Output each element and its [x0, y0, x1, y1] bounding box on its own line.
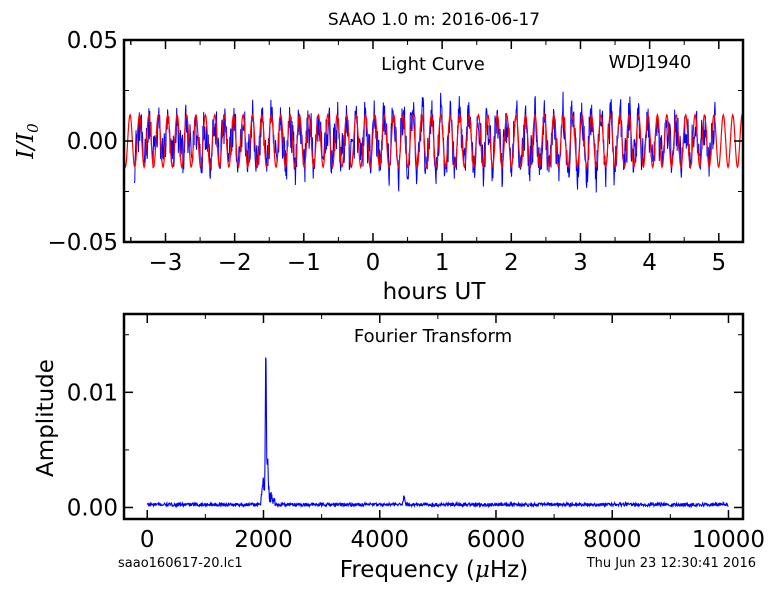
- fourier-transform-frame: [122, 312, 745, 521]
- light-curve-panel: −3 −2 −1 0 1 2 3 4 5 −0.05 0.00 0.05 Light Curve WD…: [13, 28, 745, 305]
- light-curve-frame: [122, 38, 745, 244]
- light-curve-xtick-label: 1: [435, 250, 450, 276]
- light-curve-ytick-label: −0.05: [48, 230, 118, 256]
- light-curve-xtick-label: 5: [711, 250, 726, 276]
- light-curve-xtick-label: 4: [642, 250, 657, 276]
- light-curve-xtick-label: −2: [218, 250, 252, 276]
- light-curve-ticks: −3 −2 −1 0 1 2 3 4 5 −0.05 0.00 0.05: [48, 28, 743, 276]
- light-curve-ylabel: I/I0: [13, 123, 42, 160]
- svg-text:I/I0: I/I0: [13, 123, 42, 160]
- fourier-transform-xlabel: Frequency (μHz): [340, 557, 528, 583]
- footer-timestamp: Thu Jun 23 12:30:41 2016: [586, 556, 756, 571]
- fourier-transform-plot-area: [146, 357, 729, 509]
- fourier-transform-xtick-label: 10000: [692, 527, 765, 553]
- fourier-transform-xtick-label: 0: [140, 527, 155, 553]
- light-curve-ytick-label: 0.05: [67, 28, 118, 54]
- light-curve-xtick-label: −3: [149, 250, 183, 276]
- ylabel-base: I: [13, 149, 39, 160]
- fourier-transform-ytick-label: 0.01: [67, 380, 118, 406]
- light-curve-label: Light Curve: [381, 54, 485, 75]
- light-curve-model-series: [123, 112, 744, 170]
- xlabel-suffix: Hz): [490, 557, 528, 583]
- fourier-transform-ylabel: Amplitude: [33, 359, 59, 477]
- light-curve-xtick-label: 3: [573, 250, 588, 276]
- light-curve-plot-area: [123, 91, 744, 193]
- xlabel-mu: μ: [475, 557, 490, 583]
- light-curve-xtick-label: 0: [366, 250, 381, 276]
- target-name-label: WDJ1940: [609, 52, 692, 73]
- fourier-transform-xtick-label: 6000: [467, 527, 526, 553]
- xlabel-prefix: Frequency (: [340, 557, 475, 583]
- fourier-transform-ytick-label: 0.00: [67, 495, 118, 521]
- fourier-transform-xtick-label: 8000: [583, 527, 642, 553]
- light-curve-xtick-label: 2: [504, 250, 519, 276]
- ylabel-subscript: 0: [24, 123, 42, 133]
- fourier-transform-ticks: 0 2000 4000 6000 8000 10000 0.00 0.01: [67, 314, 765, 553]
- fourier-transform-panel: 0 2000 4000 6000 8000 10000 0.00 0.01 Fourier T…: [33, 312, 765, 583]
- footer-filename: saao160617-20.lc1: [118, 556, 243, 571]
- fourier-transform-xtick-label: 4000: [350, 527, 409, 553]
- light-curve-ytick-label: 0.00: [67, 129, 118, 155]
- light-curve-xlabel: hours UT: [383, 279, 487, 305]
- fourier-transform-series: [146, 357, 729, 509]
- fourier-transform-xtick-label: 2000: [234, 527, 293, 553]
- figure-title: SAAO 1.0 m: 2016-06-17: [328, 10, 540, 30]
- fourier-transform-label: Fourier Transform: [354, 326, 512, 347]
- ylabel-sub-base: I: [13, 132, 39, 143]
- light-curve-xtick-label: −1: [287, 250, 321, 276]
- ylabel-slash: /: [13, 140, 39, 152]
